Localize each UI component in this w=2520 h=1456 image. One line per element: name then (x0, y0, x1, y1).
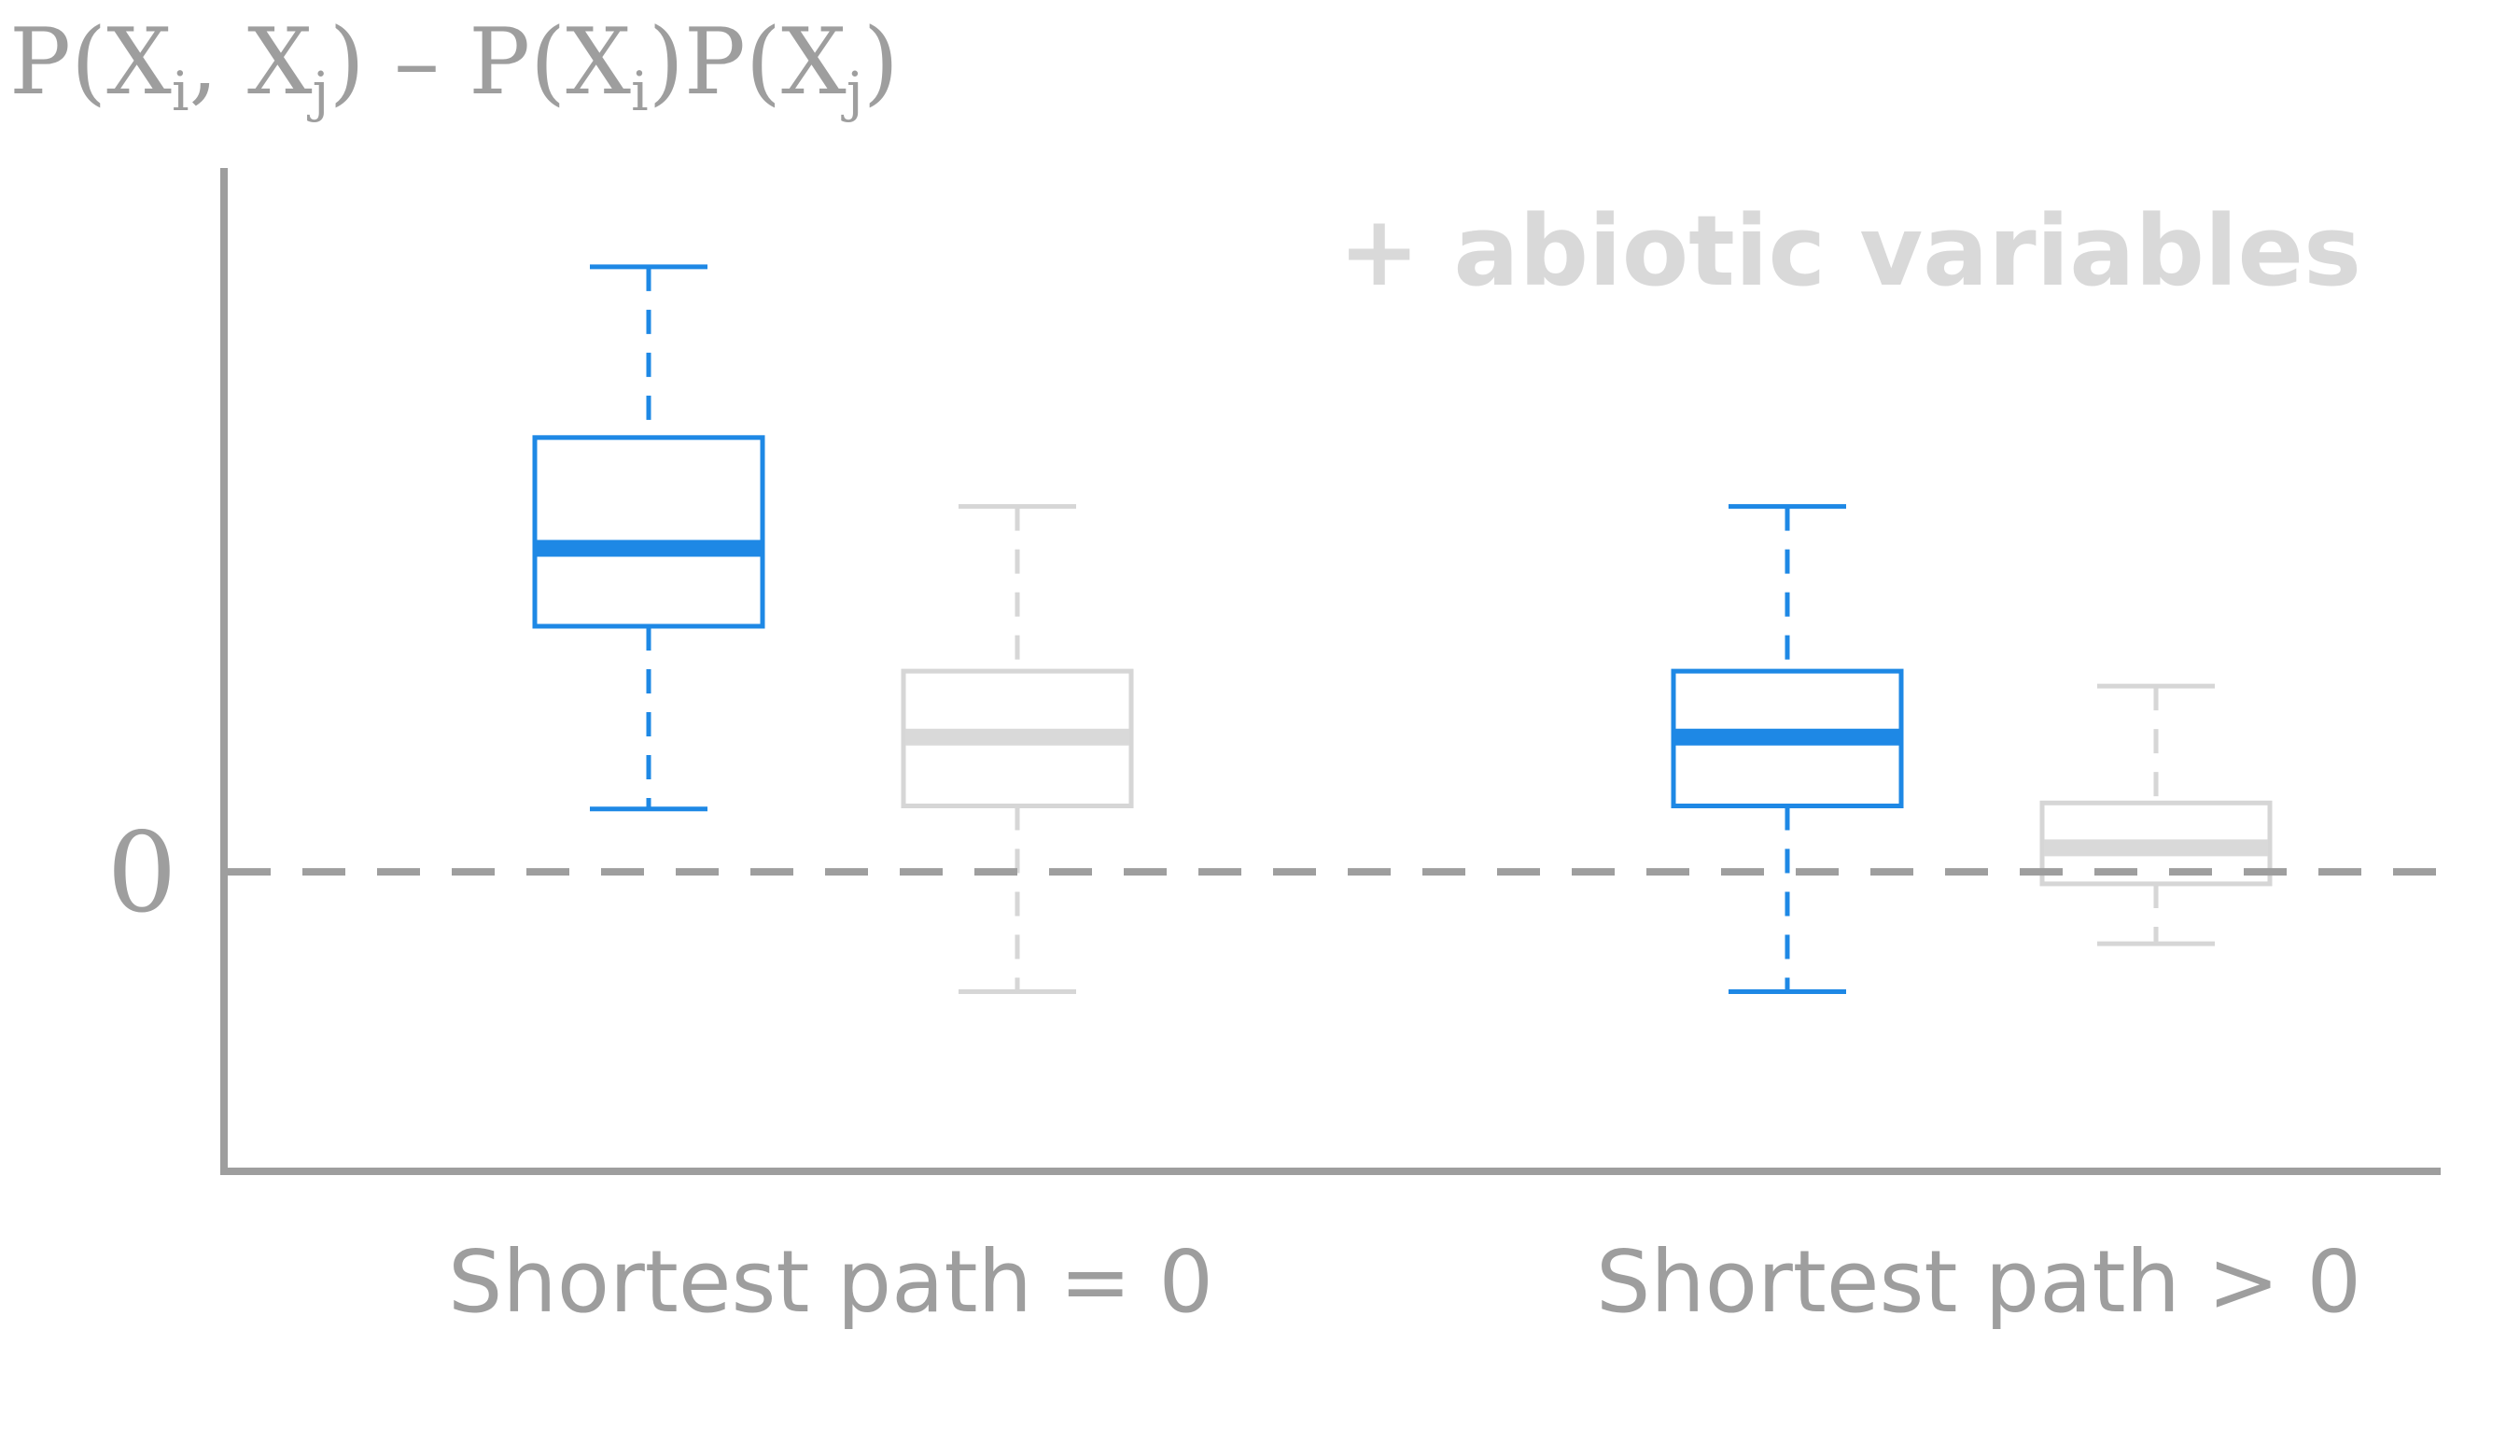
y-axis-label: P(Xi, Xj) – P(Xi)P(Xj) (9, 9, 900, 123)
x-category-label-1: Shortest path = 0 (448, 1232, 1213, 1332)
zero-tick-label: 0 (106, 808, 176, 937)
x-category-label-2: Shortest path > 0 (1596, 1232, 2361, 1332)
box-s1-c1 (532, 435, 765, 629)
annotation-abiotic-variables: + abiotic variables (1338, 194, 2361, 308)
